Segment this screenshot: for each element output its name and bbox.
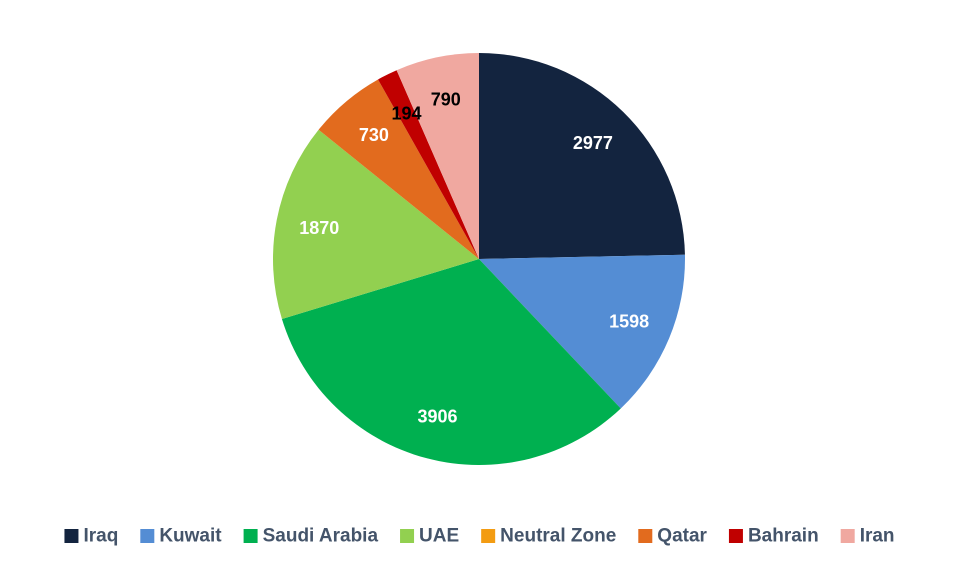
- legend-swatch: [400, 529, 415, 543]
- data-label-qatar: 730: [359, 125, 389, 145]
- legend-label: Neutral Zone: [500, 526, 616, 547]
- data-label-iraq: 2977: [573, 133, 613, 153]
- legend-item-neutral-zone: Neutral Zone: [481, 526, 616, 547]
- legend-item-saudi-arabia: Saudi Arabia: [243, 526, 379, 547]
- legend-label: Iraq: [83, 526, 118, 547]
- data-label-bahrain: 194: [391, 103, 421, 123]
- legend-swatch: [481, 529, 496, 543]
- slice-kuwait: [479, 254, 685, 409]
- data-label-kuwait: 1598: [609, 312, 649, 332]
- legend-swatch: [638, 529, 653, 543]
- slice-qatar: [318, 79, 479, 260]
- legend-swatch: [140, 529, 155, 543]
- legend: Iraq Kuwait Saudi Arabia UAE Neutral Zone Qat…: [64, 526, 895, 547]
- legend-label: Saudi Arabia: [263, 526, 379, 547]
- legend-swatch: [243, 529, 258, 543]
- slice-iran: [396, 53, 479, 259]
- legend-label: Iran: [860, 526, 895, 547]
- slice-uae: [273, 129, 479, 320]
- legend-item-qatar: Qatar: [638, 526, 708, 547]
- data-label-iran: 790: [431, 90, 461, 110]
- legend-item-uae: UAE: [400, 526, 459, 547]
- legend-item-iraq: Iraq: [64, 526, 118, 547]
- legend-label: Bahrain: [748, 526, 819, 547]
- pie-slices: [273, 53, 685, 466]
- slice-bahrain: [377, 70, 479, 259]
- legend-label: Kuwait: [159, 526, 222, 547]
- legend-swatch: [64, 529, 79, 543]
- legend-item-kuwait: Kuwait: [140, 526, 222, 547]
- legend-item-bahrain: Bahrain: [728, 526, 819, 547]
- slice-saudi-arabia: [281, 259, 621, 466]
- legend-label: Qatar: [657, 526, 707, 547]
- legend-label: UAE: [419, 526, 459, 547]
- slice-iraq: [479, 53, 685, 259]
- legend-item-iran: Iran: [840, 526, 895, 547]
- legend-swatch: [840, 529, 855, 543]
- legend-swatch: [728, 529, 743, 543]
- data-label-saudi-arabia: 3906: [417, 406, 457, 426]
- data-label-uae: 1870: [299, 218, 339, 238]
